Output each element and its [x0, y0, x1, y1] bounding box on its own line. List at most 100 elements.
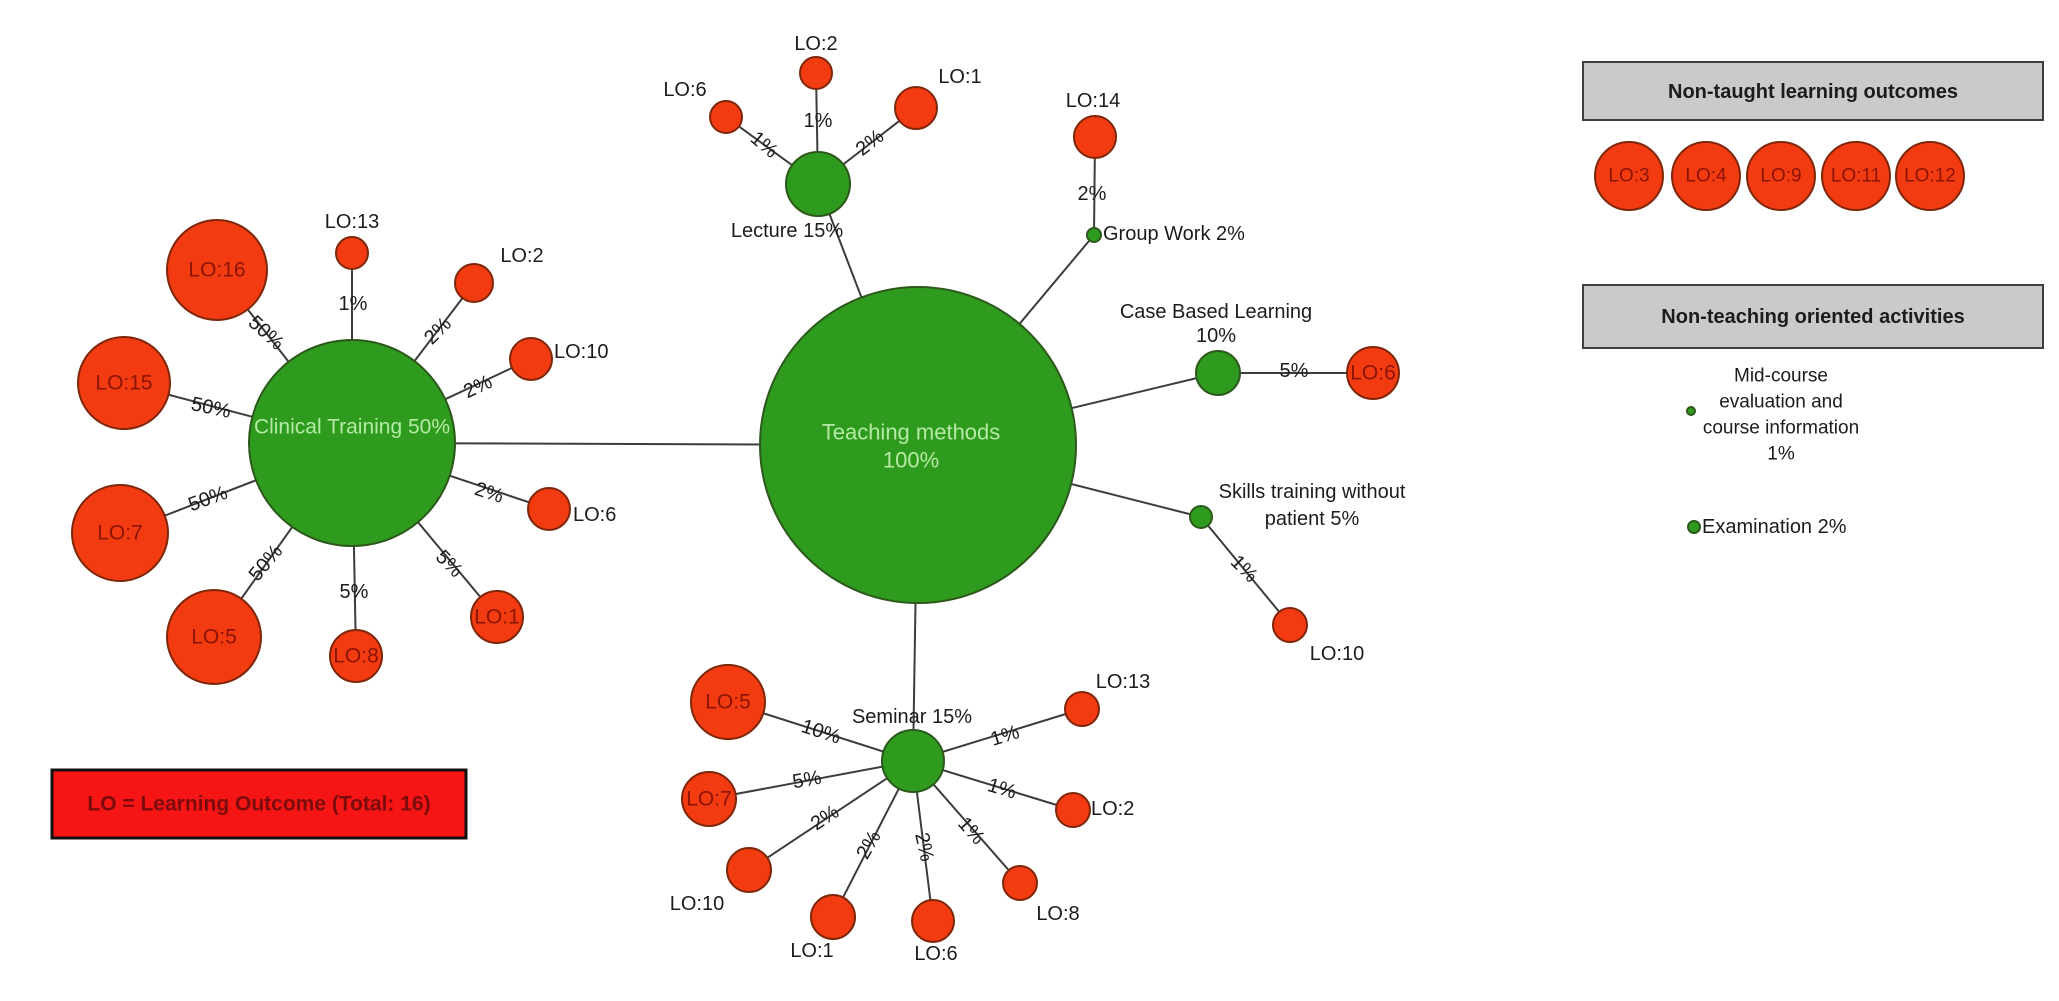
node-clinical-lo15-label: LO:15: [95, 372, 152, 395]
case-based-learning-circle: [1195, 350, 1241, 396]
node-clinical-lo5: [166, 589, 262, 685]
weight-seminar-lo13: 1%: [988, 721, 1022, 751]
midcourse-label-line2: evaluation and: [1719, 392, 1843, 413]
case-based-learning-label-line1: Case Based Learning: [1120, 301, 1312, 323]
node-lecture-lo6-label: LO:6: [663, 79, 706, 101]
edge-skills-lo10: [1200, 516, 1291, 626]
weight-clinical-lo2: 2%: [420, 313, 456, 349]
node-seminar-lo8: [1002, 865, 1038, 901]
node-seminar-lo7-label: LO:7: [686, 788, 732, 811]
clinical-training-label: Clinical Training 50%: [254, 416, 450, 439]
panel-non-taught: Non-taught learning outcomes LO:3 LO:4 L…: [1582, 61, 2044, 211]
non-teaching-header-box: [1582, 284, 2044, 349]
node-nontaught-lo4: [1671, 141, 1741, 211]
weight-lecture-lo2: 1%: [804, 110, 833, 132]
group-work-label: Group Work 2%: [1103, 223, 1245, 245]
cluster-group-work: Group Work 2% LO:14 2%: [1066, 90, 1245, 245]
weight-seminar-lo5: 10%: [799, 715, 844, 748]
cluster-skills-training: Skills training without patient 5% LO:10…: [1189, 481, 1406, 665]
examination-label: Examination 2%: [1702, 516, 1847, 538]
node-groupwork-lo14: [1073, 115, 1117, 159]
node-lecture-lo2: [799, 56, 833, 90]
node-clinical-lo10-label: LO:10: [554, 341, 608, 363]
node-clinical-lo15: [77, 336, 171, 430]
weight-seminar-lo10: 2%: [807, 801, 843, 836]
skills-training-label-line2: patient 5%: [1265, 508, 1360, 530]
midcourse-label-line3: course information: [1703, 418, 1859, 439]
seminar-circle: [881, 729, 945, 793]
node-clinical-lo6-label: LO:6: [573, 504, 616, 526]
node-nontaught-lo9-label: LO:9: [1760, 166, 1801, 187]
node-seminar-lo1: [810, 894, 856, 940]
legend-label: LO = Learning Outcome (Total: 16): [87, 793, 430, 816]
node-clinical-lo2: [454, 263, 494, 303]
node-seminar-lo10-label: LO:10: [670, 893, 724, 915]
node-seminar-lo6: [911, 899, 955, 943]
node-seminar-lo10: [726, 847, 772, 893]
weight-clinical-lo15: 50%: [189, 393, 233, 423]
midcourse-label-line4: 1%: [1767, 444, 1795, 465]
cluster-lecture: Lecture 15% LO:6 1% LO:2 1% LO:1 2%: [663, 33, 981, 242]
weight-clinical-lo6: 2%: [472, 478, 506, 508]
node-nontaught-lo9: [1746, 141, 1816, 211]
node-lecture-lo1-label: LO:1: [938, 66, 981, 88]
legend: LO = Learning Outcome (Total: 16): [50, 768, 468, 840]
weight-clinical-lo5: 50%: [245, 540, 288, 585]
cluster-case-based-learning: Case Based Learning 10% LO:6 5%: [1120, 301, 1400, 400]
node-seminar-lo5: [690, 664, 766, 740]
node-nontaught-lo3: [1594, 141, 1664, 211]
node-seminar-lo2-label: LO:2: [1091, 798, 1134, 820]
non-teaching-title: Non-teaching oriented activities: [1661, 306, 1964, 328]
group-work-circle: [1086, 227, 1102, 243]
weight-skills-lo10: 1%: [1226, 551, 1262, 587]
node-clinical-lo5-label: LO:5: [191, 626, 237, 649]
weight-seminar-lo8: 1%: [953, 813, 989, 849]
node-lecture-lo6: [709, 100, 743, 134]
node-seminar-lo6-label: LO:6: [914, 943, 957, 965]
weight-groupwork-lo14: 2%: [1078, 183, 1107, 205]
teaching-methods-label-line1: Teaching methods: [822, 420, 1001, 445]
node-clinical-lo7-label: LO:7: [97, 522, 143, 545]
weight-cbl-lo6: 5%: [1280, 360, 1309, 382]
node-cbl-lo6-label: LO:6: [1350, 362, 1396, 385]
node-clinical-lo7: [71, 484, 169, 582]
node-lecture-lo1: [894, 86, 938, 130]
weight-seminar-lo7: 5%: [791, 767, 824, 794]
node-nontaught-lo11: [1821, 141, 1891, 211]
node-nontaught-lo12: [1895, 141, 1965, 211]
node-seminar-lo13: [1064, 691, 1100, 727]
node-seminar-lo13-label: LO:13: [1096, 671, 1150, 693]
node-clinical-lo6: [527, 487, 571, 531]
node-lecture-lo2-label: LO:2: [794, 33, 837, 55]
clinical-training-circle: [248, 339, 456, 547]
cluster-seminar: Seminar 15% LO:5 10% LO:7 5% LO:10 2% LO…: [670, 664, 1150, 965]
node-clinical-lo10: [509, 337, 553, 381]
weight-clinical-lo1: 5%: [431, 546, 467, 582]
weight-seminar-lo1: 2%: [852, 827, 886, 863]
weight-clinical-lo13: 1%: [339, 293, 368, 315]
legend-box: [50, 768, 468, 840]
weight-clinical-lo8: 5%: [340, 581, 369, 603]
weight-clinical-lo10: 2%: [460, 371, 496, 403]
node-nontaught-lo4-label: LO:4: [1685, 166, 1727, 187]
weight-lecture-lo1: 2%: [852, 125, 888, 160]
midcourse-label-line1: Mid-course: [1734, 366, 1828, 387]
node-clinical-lo1: [470, 590, 524, 644]
node-skills-lo10-label: LO:10: [1310, 643, 1364, 665]
lecture-circle: [785, 151, 851, 217]
weight-clinical-lo7: 50%: [185, 482, 230, 516]
weight-seminar-lo6: 2%: [910, 831, 938, 864]
lecture-label: Lecture 15%: [731, 220, 844, 242]
edge-seminar-lo7: [708, 760, 914, 800]
non-taught-header-box: [1582, 61, 2044, 121]
node-seminar-lo1-label: LO:1: [790, 940, 833, 962]
node-nontaught-lo12-label: LO:12: [1904, 166, 1956, 187]
node-nontaught-lo11-label: LO:11: [1831, 166, 1881, 187]
midcourse-dot: [1686, 406, 1696, 416]
node-seminar-lo5-label: LO:5: [705, 691, 751, 714]
node-clinical-lo1-label: LO:1: [474, 606, 520, 629]
weight-lecture-lo6: 1%: [746, 127, 782, 163]
skills-training-circle: [1189, 505, 1213, 529]
panel-non-teaching: Non-teaching oriented activities Mid-cou…: [1582, 284, 2044, 538]
